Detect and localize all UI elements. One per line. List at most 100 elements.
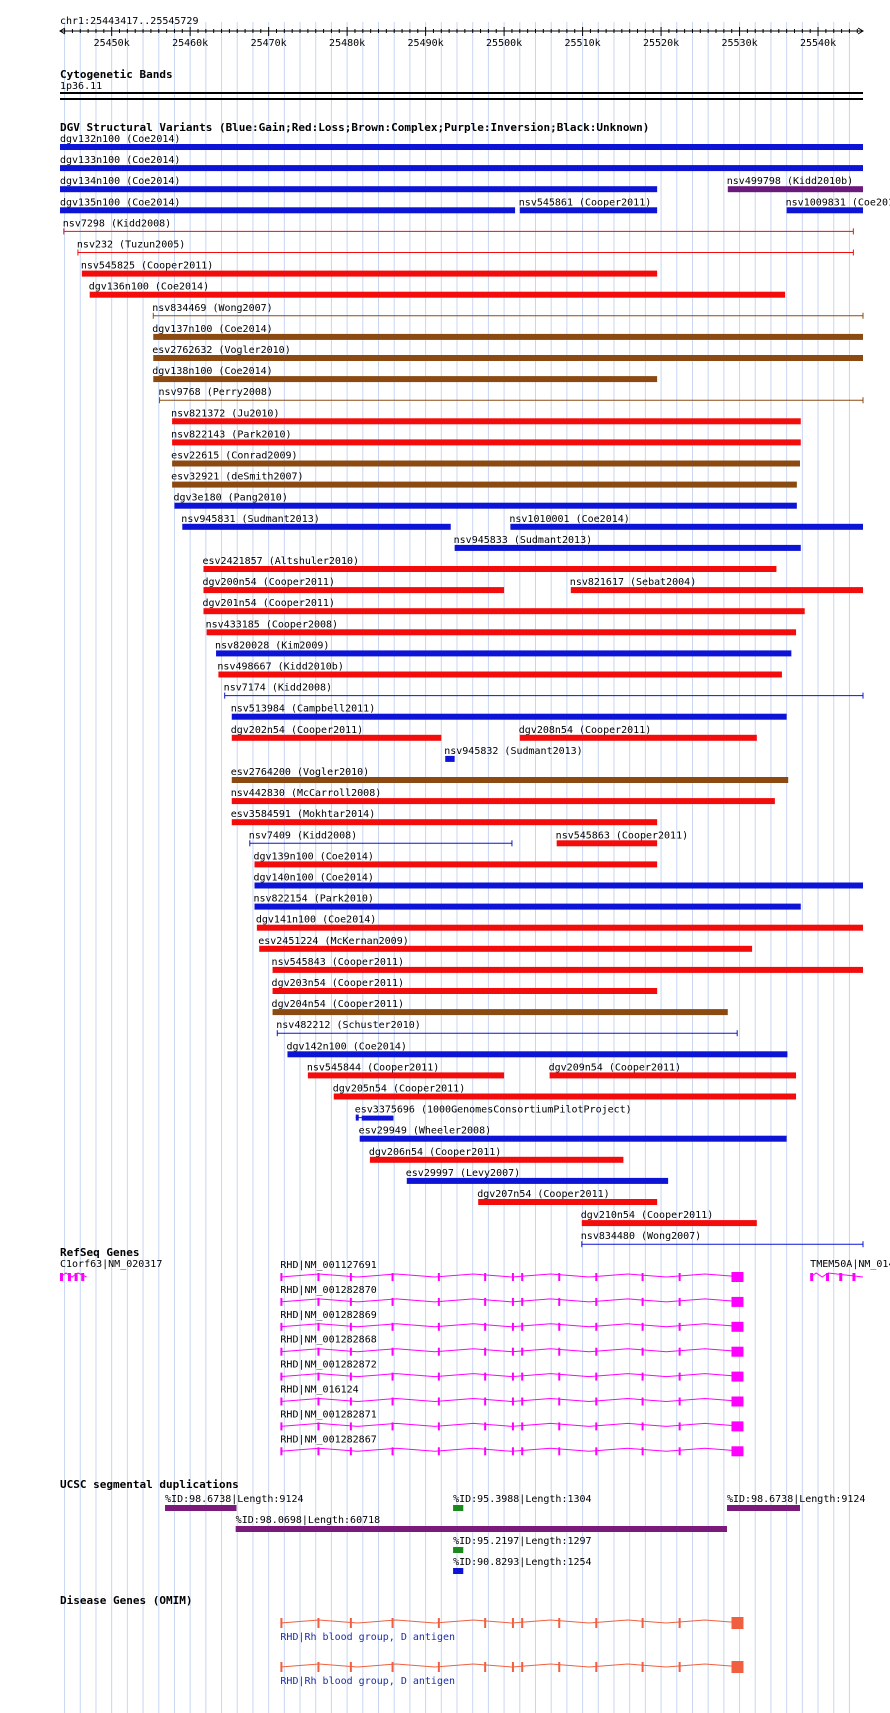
segdup-feature[interactable]: %ID:98.0698|Length:60718 <box>235 1515 727 1532</box>
dgv-feature[interactable]: nsv1010001 (Coe2014) <box>509 514 863 530</box>
dgv-feature[interactable]: nsv498667 (Kidd2010b) <box>217 662 782 678</box>
dgv-feature[interactable]: nsv7409 (Kidd2008) <box>249 830 513 847</box>
refseq-gene[interactable]: RHD|NM_016124 <box>280 1385 744 1407</box>
dgv-feature-bar <box>172 481 797 488</box>
dgv-feature[interactable]: nsv834480 (Wong2007) <box>581 1231 864 1248</box>
dgv-feature[interactable]: esv2421857 (Altshuler2010) <box>202 556 777 572</box>
dgv-feature[interactable]: esv2762632 (Vogler2010) <box>152 345 863 361</box>
dgv-feature[interactable]: nsv945833 (Sudmant2013) <box>454 535 801 551</box>
dgv-feature[interactable]: nsv834469 (Wong2007) <box>152 303 864 319</box>
dgv-feature[interactable]: nsv545844 (Cooper2011) <box>307 1062 505 1079</box>
refseq-track-title: RefSeq Genes <box>60 1246 139 1259</box>
segdup-feature[interactable]: %ID:90.8293|Length:1254 <box>453 1557 592 1574</box>
dgv-feature[interactable]: dgv137n100 (Coe2014) <box>152 324 863 340</box>
dgv-feature[interactable]: nsv822154 (Park2010) <box>254 894 801 910</box>
dgv-feature[interactable]: dgv142n100 (Coe2014) <box>286 1041 788 1058</box>
refseq-gene[interactable]: RHD|NM_001282871 <box>280 1409 744 1432</box>
refseq-gene[interactable]: RHD|NM_001282868 <box>280 1335 744 1357</box>
dgv-feature[interactable]: dgv205n54 (Cooper2011) <box>333 1084 797 1100</box>
omim-disease-genes-track[interactable]: Disease Genes (OMIM) RHD|Rh blood group,… <box>60 1594 744 1687</box>
dgv-feature[interactable]: nsv7298 (Kidd2008) <box>63 218 854 235</box>
dgv-feature-label: dgv137n100 (Coe2014) <box>152 324 272 335</box>
dgv-feature[interactable]: dgv132n100 (Coe2014) <box>60 134 863 150</box>
dgv-feature[interactable]: nsv442830 (McCarroll2008) <box>231 788 775 805</box>
dgv-feature[interactable]: esv32921 (deSmith2007) <box>171 472 797 488</box>
dgv-feature[interactable]: dgv208n54 (Cooper2011) <box>519 725 757 741</box>
dgv-feature[interactable]: dgv140n100 (Coe2014) <box>254 873 864 889</box>
dgv-feature[interactable]: dgv207n54 (Cooper2011) <box>477 1189 658 1205</box>
dgv-feature[interactable]: nsv821617 (Sebat2004) <box>570 577 863 594</box>
refseq-gene-label: TMEM50A|NM_01431 <box>810 1259 890 1270</box>
dgv-feature[interactable]: nsv1009831 (Coe201 <box>786 197 890 214</box>
omim-gene[interactable]: RHD|Rh blood group, D antigen <box>280 1617 744 1643</box>
dgv-feature[interactable]: dgv136n100 (Coe2014) <box>89 282 786 298</box>
refseq-gene[interactable]: RHD|NM_001282869 <box>280 1310 744 1332</box>
dgv-feature-label: esv2764200 (Vogler2010) <box>231 767 369 778</box>
dgv-feature[interactable]: nsv820028 (Kim2009) <box>215 640 792 657</box>
refseq-gene-label: RHD|NM_001282867 <box>280 1434 376 1445</box>
segdup-feature[interactable]: %ID:95.2197|Length:1297 <box>453 1536 592 1553</box>
dgv-feature[interactable]: nsv9768 (Perry2008) <box>159 387 864 404</box>
dgv-feature[interactable]: nsv482212 (Schuster2010) <box>276 1020 738 1037</box>
dgv-feature[interactable]: dgv133n100 (Coe2014) <box>60 155 863 172</box>
segdup-feature[interactable]: %ID:95.3988|Length:1304 <box>453 1494 592 1511</box>
dgv-feature[interactable]: dgv204n54 (Cooper2011) <box>272 999 728 1016</box>
dgv-feature[interactable]: nsv945831 (Sudmant2013) <box>181 514 451 530</box>
gene-exon <box>349 1618 352 1628</box>
refseq-gene[interactable]: RHD|NM_001282870 <box>280 1285 744 1307</box>
refseq-gene[interactable]: RHD|NM_001282867 <box>280 1434 744 1457</box>
dgv-feature[interactable]: nsv7174 (Kidd2008) <box>224 683 864 699</box>
dgv-feature[interactable]: nsv822143 (Park2010) <box>171 429 801 446</box>
dgv-feature-bar <box>203 587 505 594</box>
dgv-feature[interactable]: nsv232 (Tuzun2005) <box>77 240 854 256</box>
refseq-gene[interactable]: TMEM50A|NM_01431 <box>809 1259 890 1281</box>
dgv-feature[interactable]: esv3584591 (Mokhtar2014) <box>231 809 658 826</box>
dgv-feature[interactable]: dgv202n54 (Cooper2011) <box>231 725 442 741</box>
dgv-feature[interactable]: esv2764200 (Vogler2010) <box>231 767 789 783</box>
gene-exon <box>521 1273 524 1281</box>
gene-exon <box>521 1662 524 1672</box>
dgv-feature[interactable]: nsv433185 (Cooper2008) <box>206 619 797 636</box>
refseq-gene[interactable]: C1orf63|NM_020317 <box>59 1259 162 1281</box>
dgv-feature[interactable]: nsv513984 (Campbell2011) <box>231 704 787 720</box>
dgv-feature[interactable]: esv3375696 (1000GenomesConsortiumPilotPr… <box>355 1105 632 1121</box>
dgv-feature[interactable]: esv22615 (Conrad2009) <box>171 451 800 467</box>
dgv-feature[interactable]: esv29949 (Wheeler2008) <box>359 1126 787 1142</box>
segdup-feature[interactable]: %ID:98.6738|Length:9124 <box>726 1494 865 1511</box>
gene-exon <box>391 1347 394 1356</box>
dgv-feature-label: nsv545843 (Cooper2011) <box>272 957 404 968</box>
gene-exon <box>678 1273 681 1281</box>
dgv-feature[interactable]: dgv3e180 (Pang2010) <box>173 493 797 509</box>
dgv-feature[interactable]: dgv134n100 (Coe2014) <box>60 176 658 193</box>
dgv-feature[interactable]: dgv203n54 (Cooper2011) <box>272 978 658 994</box>
dgv-feature[interactable]: nsv545825 (Cooper2011) <box>81 261 658 277</box>
dgv-structural-variants-track[interactable]: DGV Structural Variants (Blue:Gain;Red:L… <box>60 121 890 1248</box>
refseq-gene[interactable]: RHD|NM_001127691 <box>280 1260 744 1282</box>
dgv-feature[interactable]: nsv545843 (Cooper2011) <box>272 957 864 973</box>
dgv-feature[interactable]: dgv209n54 (Cooper2011) <box>549 1062 797 1079</box>
dgv-feature[interactable]: dgv210n54 (Cooper2011) <box>581 1210 757 1227</box>
dgv-feature[interactable]: dgv200n54 (Cooper2011) <box>202 577 505 594</box>
dgv-feature[interactable]: dgv141n100 (Coe2014) <box>256 915 863 931</box>
gene-exon <box>521 1297 524 1306</box>
refseq-gene[interactable]: RHD|NM_001282872 <box>280 1360 744 1382</box>
segmental-duplications-track[interactable]: UCSC segmental duplications %ID:98.6738|… <box>60 1478 865 1574</box>
gene-exon <box>391 1297 394 1306</box>
coordinate-ruler[interactable]: chr1:25443417..25545729 25450k 25460k 2547… <box>59 16 864 49</box>
dgv-feature[interactable]: nsv545861 (Cooper2011) <box>519 197 658 214</box>
dgv-feature[interactable]: dgv206n54 (Cooper2011) <box>369 1147 624 1163</box>
omim-gene[interactable]: RHD|Rh blood group, D antigen <box>280 1661 744 1687</box>
dgv-feature[interactable]: dgv201n54 (Cooper2011) <box>202 598 805 615</box>
dgv-feature[interactable]: esv2451224 (McKernan2009) <box>258 936 753 952</box>
dgv-feature[interactable]: dgv135n100 (Coe2014) <box>60 197 516 214</box>
refseq-genes-track[interactable]: RefSeq Genes C1orf63|NM_020317 TMEM50A|NM… <box>59 1246 890 1457</box>
cytoband-track[interactable]: Cytogenetic Bands 1p36.11 <box>60 68 863 100</box>
dgv-feature[interactable]: nsv545863 (Cooper2011) <box>556 830 688 847</box>
dgv-feature[interactable]: nsv945832 (Sudmant2013) <box>444 746 583 762</box>
dgv-feature[interactable]: dgv139n100 (Coe2014) <box>254 851 658 868</box>
dgv-feature[interactable]: esv29997 (Levy2007) <box>406 1168 669 1184</box>
dgv-feature[interactable]: nsv499798 (Kidd2010b) <box>727 176 863 193</box>
dgv-feature[interactable]: nsv821372 (Ju2010) <box>171 408 801 425</box>
dgv-feature[interactable]: dgv138n100 (Coe2014) <box>152 366 658 383</box>
segdup-feature[interactable]: %ID:98.6738|Length:9124 <box>165 1494 304 1511</box>
